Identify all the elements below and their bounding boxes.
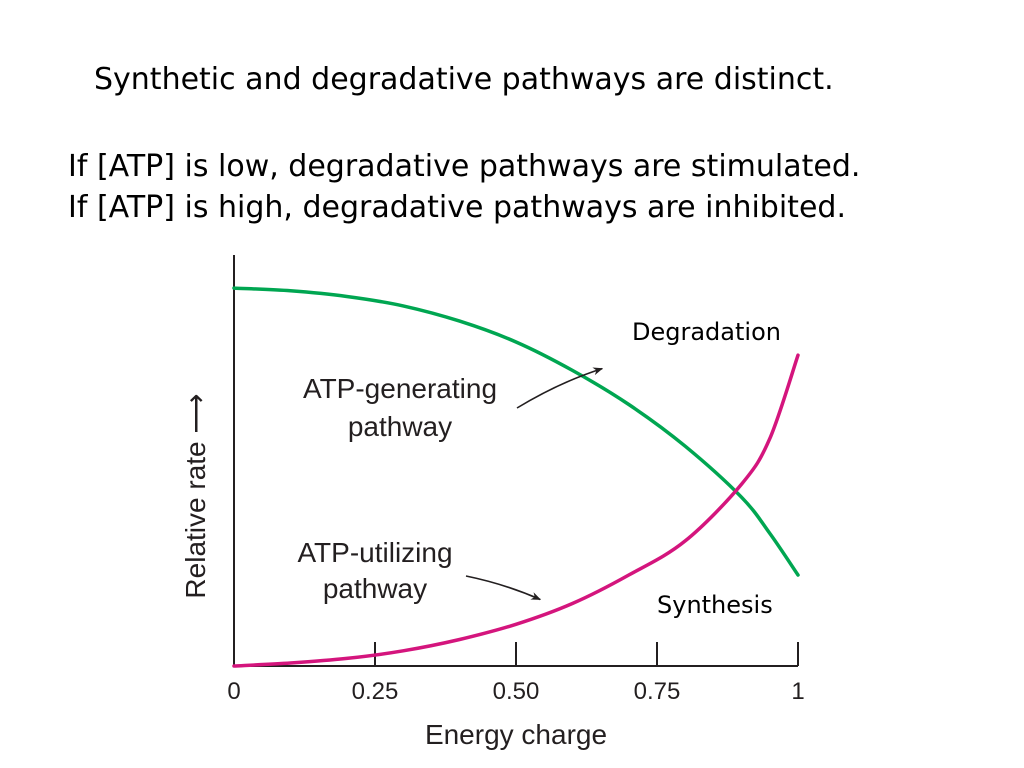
annotation-gen-line1: ATP-generating [303,373,497,404]
series-line-degradation [232,286,800,577]
x-tick-label: 0.75 [634,678,681,705]
x-tick-label: 0.50 [493,678,540,705]
x-tick-label: 0 [227,678,240,705]
annotation-util-line2: pathway [323,573,427,604]
slide-line-high-atp: If [ATP] is high, degradative pathways a… [68,190,846,225]
annotation-gen-arrow [516,367,604,409]
series-label-degradation: Degradation [632,318,781,346]
x-axis-label: Energy charge [425,719,607,750]
series-label-synthesis: Synthesis [657,591,773,619]
slide-line-low-atp: If [ATP] is low, degradative pathways ar… [68,149,861,184]
annotation-gen-line2: pathway [348,411,452,442]
y-axis-label: Relative rate ⟶ [180,393,211,598]
annotation-util-line1: ATP-utilizing [297,537,452,568]
slide-heading: Synthetic and degradative pathways are d… [94,62,834,97]
x-tick-label: 1 [791,678,804,705]
x-ticks: 0 0.25 0.50 0.75 1 [227,642,805,705]
x-tick-label: 0.25 [352,678,399,705]
annotation-util-arrow [465,575,542,601]
series-line-synthesis [232,353,800,668]
